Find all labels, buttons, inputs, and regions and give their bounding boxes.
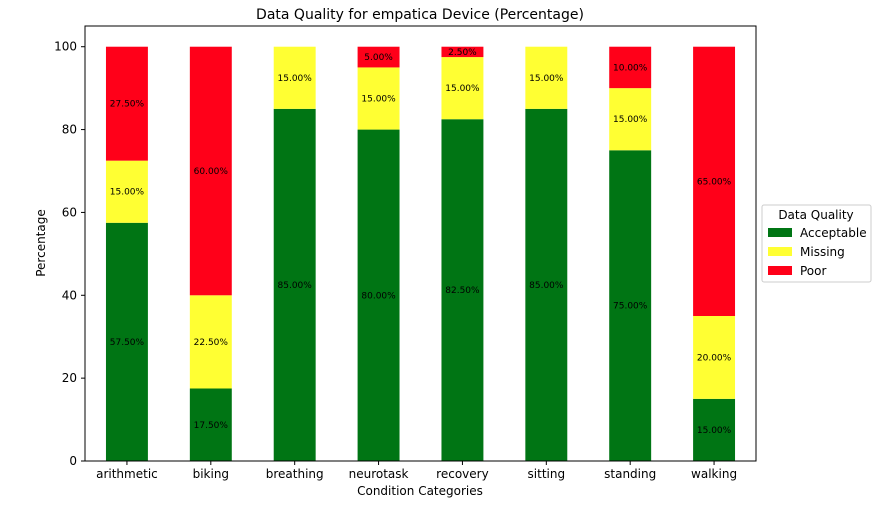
data-label: 15.00% <box>110 188 145 198</box>
bar-recovery-acceptable <box>441 119 484 461</box>
data-label: 80.00% <box>361 291 396 301</box>
y-tick-label: 20 <box>62 371 77 385</box>
legend-label-missing: Missing <box>800 245 845 259</box>
x-tick-label: arithmetic <box>96 467 158 481</box>
plot-frame <box>84 25 757 462</box>
bar-sitting-acceptable <box>525 108 568 461</box>
x-axis-label: Condition Categories <box>357 484 483 498</box>
bar-breathing-acceptable <box>273 108 316 461</box>
bar-arithmetic-acceptable <box>105 222 148 461</box>
data-label: 2.50% <box>448 48 477 58</box>
data-label: 15.00% <box>361 95 396 105</box>
bar-biking-acceptable <box>189 388 232 461</box>
data-label: 15.00% <box>697 426 732 436</box>
data-label: 20.00% <box>697 353 732 363</box>
legend-label-poor: Poor <box>800 264 826 278</box>
x-axis: arithmetic biking breathing neurotask recove… <box>96 461 737 481</box>
data-label: 60.00% <box>194 167 229 177</box>
bar-standing-poor <box>609 46 652 89</box>
bar-walking-acceptable <box>693 398 736 461</box>
bar-recovery-poor <box>441 46 484 58</box>
x-tick-label: walking <box>691 467 737 481</box>
data-label: 15.00% <box>445 84 480 94</box>
bar-neurotask-acceptable <box>357 129 400 462</box>
bar-biking-poor <box>189 46 232 296</box>
data-label: 10.00% <box>613 63 648 73</box>
data-label: 85.00% <box>278 281 313 291</box>
x-tick-label: sitting <box>528 467 566 481</box>
bar-arithmetic-poor <box>105 46 148 161</box>
y-axis: 0 20 40 60 80 100 <box>54 40 85 468</box>
legend-swatch-poor <box>768 266 792 275</box>
legend: Data Quality Acceptable Missing Poor <box>761 204 872 283</box>
bar-standing-acceptable <box>609 150 652 462</box>
data-label: 85.00% <box>529 281 564 291</box>
data-label: 75.00% <box>613 302 648 312</box>
bar-standing-missing <box>609 88 652 151</box>
x-tick-label: neurotask <box>349 467 409 481</box>
bar-biking-missing <box>189 295 232 389</box>
y-axis-label: Percentage <box>34 209 48 277</box>
bar-neurotask-poor <box>357 46 400 68</box>
data-label: 15.00% <box>613 115 648 125</box>
bar-arithmetic-missing <box>105 160 148 223</box>
y-tick-label: 40 <box>62 288 77 302</box>
bar-neurotask-missing <box>357 67 400 130</box>
data-label: 57.50% <box>110 338 145 348</box>
bars-group <box>105 46 736 462</box>
data-label: 22.50% <box>194 338 229 348</box>
bar-walking-missing <box>693 316 736 399</box>
bar-sitting-missing <box>525 46 568 109</box>
x-tick-label: standing <box>604 467 656 481</box>
y-tick-label: 80 <box>62 123 77 137</box>
x-tick-label: breathing <box>266 467 324 481</box>
y-tick-label: 0 <box>69 454 77 468</box>
bar-walking-poor <box>693 46 736 316</box>
x-tick-label: biking <box>193 467 229 481</box>
data-label: 65.00% <box>697 177 732 187</box>
legend-swatch-acceptable <box>768 228 792 237</box>
data-label: 82.50% <box>445 286 480 296</box>
x-tick-label: recovery <box>436 467 489 481</box>
legend-swatch-missing <box>768 247 792 256</box>
y-tick-label: 60 <box>62 205 77 219</box>
data-label: 15.00% <box>529 74 564 84</box>
data-label: 15.00% <box>278 74 313 84</box>
chart-title: Data Quality for empatica Device (Percen… <box>256 7 584 23</box>
legend-title: Data Quality <box>778 208 853 222</box>
data-label: 5.00% <box>364 53 393 63</box>
data-label: 17.50% <box>194 421 229 431</box>
bar-recovery-missing <box>441 57 484 120</box>
data-label: 27.50% <box>110 100 145 110</box>
legend-label-acceptable: Acceptable <box>800 226 867 240</box>
legend-frame <box>761 204 872 283</box>
y-tick-label: 100 <box>54 40 77 54</box>
legend-items: Acceptable Missing Poor <box>768 226 867 278</box>
data-labels-group: 57.50% 15.00% 27.50% 17.50% 22.50% 60.00% 85.0… <box>110 48 732 436</box>
bar-breathing-missing <box>273 46 316 109</box>
